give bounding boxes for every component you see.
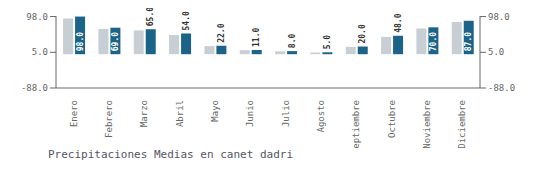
svg-text:Diciembre: Diciembre <box>457 100 467 148</box>
html-text:Precipitaciones Medias en cane: Precipitaciones Medias en canet dadri <box>48 148 293 161</box>
svg-text:-88.0: -88.0 <box>21 83 48 93</box>
svg-text:Julio: Julio <box>281 100 291 127</box>
svg-text:48.0: 48.0 <box>394 13 403 32</box>
svg-text:5.0: 5.0 <box>488 47 504 57</box>
svg-text:5.0: 5.0 <box>323 35 332 50</box>
svg-text:20.0: 20.0 <box>358 24 367 43</box>
svg-text:Enero: Enero <box>69 100 79 127</box>
svg-text:Septiembre: Septiembre <box>351 100 361 148</box>
svg-text:Junio: Junio <box>245 100 255 127</box>
svg-text:8.0: 8.0 <box>288 33 297 48</box>
svg-text:98.0: 98.0 <box>26 12 48 22</box>
svg-text:69.0: 69.0 <box>111 32 120 51</box>
svg-text:-88.0: -88.0 <box>488 83 515 93</box>
svg-text:Abril: Abril <box>175 100 185 127</box>
svg-text:87.0: 87.0 <box>464 32 473 51</box>
svg-text:11.0: 11.0 <box>252 28 261 47</box>
svg-text:65.0: 65.0 <box>146 8 155 26</box>
svg-text:70.0: 70.0 <box>429 32 438 51</box>
svg-text:98.0: 98.0 <box>488 12 510 22</box>
svg-text:Mayo: Mayo <box>210 100 220 122</box>
svg-text:Febrero: Febrero <box>104 100 114 138</box>
svg-text:Octubre: Octubre <box>387 100 397 138</box>
svg-text:22.0: 22.0 <box>217 23 226 42</box>
svg-text:54.0: 54.0 <box>182 11 191 30</box>
svg-text:Marzo: Marzo <box>139 100 149 127</box>
svg-text:98.0: 98.0 <box>76 32 85 51</box>
svg-text:5.0: 5.0 <box>32 47 48 57</box>
svg-text:Agosto: Agosto <box>316 100 326 133</box>
svg-text:Noviembre: Noviembre <box>422 100 432 148</box>
